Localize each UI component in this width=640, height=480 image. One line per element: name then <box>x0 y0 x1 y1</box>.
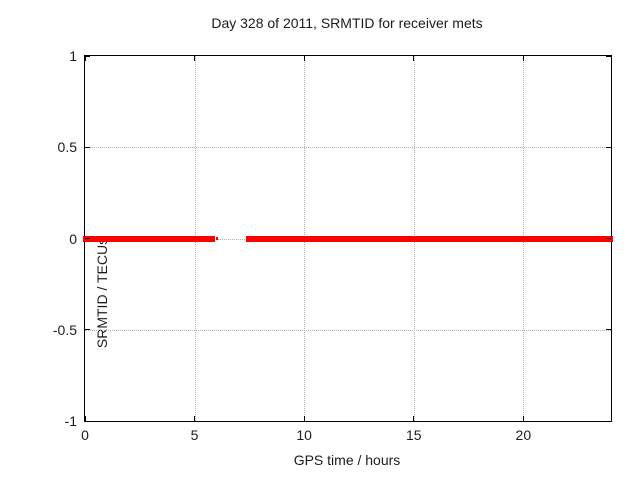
y-tick-mark <box>606 238 611 239</box>
y-axis-label: SRMTID / TECUs <box>94 237 110 349</box>
x-tick-mark <box>303 416 305 421</box>
y-tick-label: -0.5 <box>52 321 77 338</box>
y-tick-label: -1 <box>64 413 77 429</box>
y-tick-mark <box>606 55 611 57</box>
x-tick-mark <box>303 56 305 61</box>
plot-area: SRMTID / TECUs 0 5 10 15 20 1 0.5 0 -0.5 -1 <box>53 48 614 443</box>
y-tick-mark <box>85 55 90 57</box>
x-tick-mark <box>413 56 415 61</box>
x-tick-label: 10 <box>296 427 312 443</box>
x-tick-mark <box>194 416 196 421</box>
y-tick-mark <box>85 146 90 148</box>
data-line-segment <box>246 235 614 242</box>
x-axis-label: GPS time / hours <box>293 452 401 468</box>
x-tick-mark <box>84 56 86 61</box>
x-tick-label: 0 <box>81 427 89 443</box>
x-tick-label: 20 <box>515 427 532 443</box>
data-line-segment <box>83 235 215 242</box>
y-tick-label: 1 <box>69 48 77 64</box>
y-tick-mark <box>606 146 611 148</box>
x-tick-mark <box>522 56 524 61</box>
y-tick-label: 0.5 <box>57 139 77 156</box>
x-tick-mark <box>194 56 196 61</box>
data-line-segment <box>216 236 219 241</box>
y-tick-mark <box>85 238 90 239</box>
gridline-horizontal <box>85 329 611 331</box>
chart-title: Day 328 of 2011, SRMTID for receiver met… <box>211 15 483 31</box>
y-tick-mark <box>606 329 611 331</box>
y-tick-label: 0 <box>69 230 77 247</box>
x-tick-label: 15 <box>405 427 422 443</box>
gridline-horizontal <box>85 147 611 149</box>
y-tick-mark <box>606 420 611 422</box>
x-tick-mark <box>84 416 86 421</box>
x-tick-mark <box>522 416 524 421</box>
y-tick-mark <box>85 420 90 422</box>
x-tick-label: 5 <box>190 427 199 443</box>
x-tick-mark <box>413 416 415 421</box>
y-tick-mark <box>85 329 90 331</box>
